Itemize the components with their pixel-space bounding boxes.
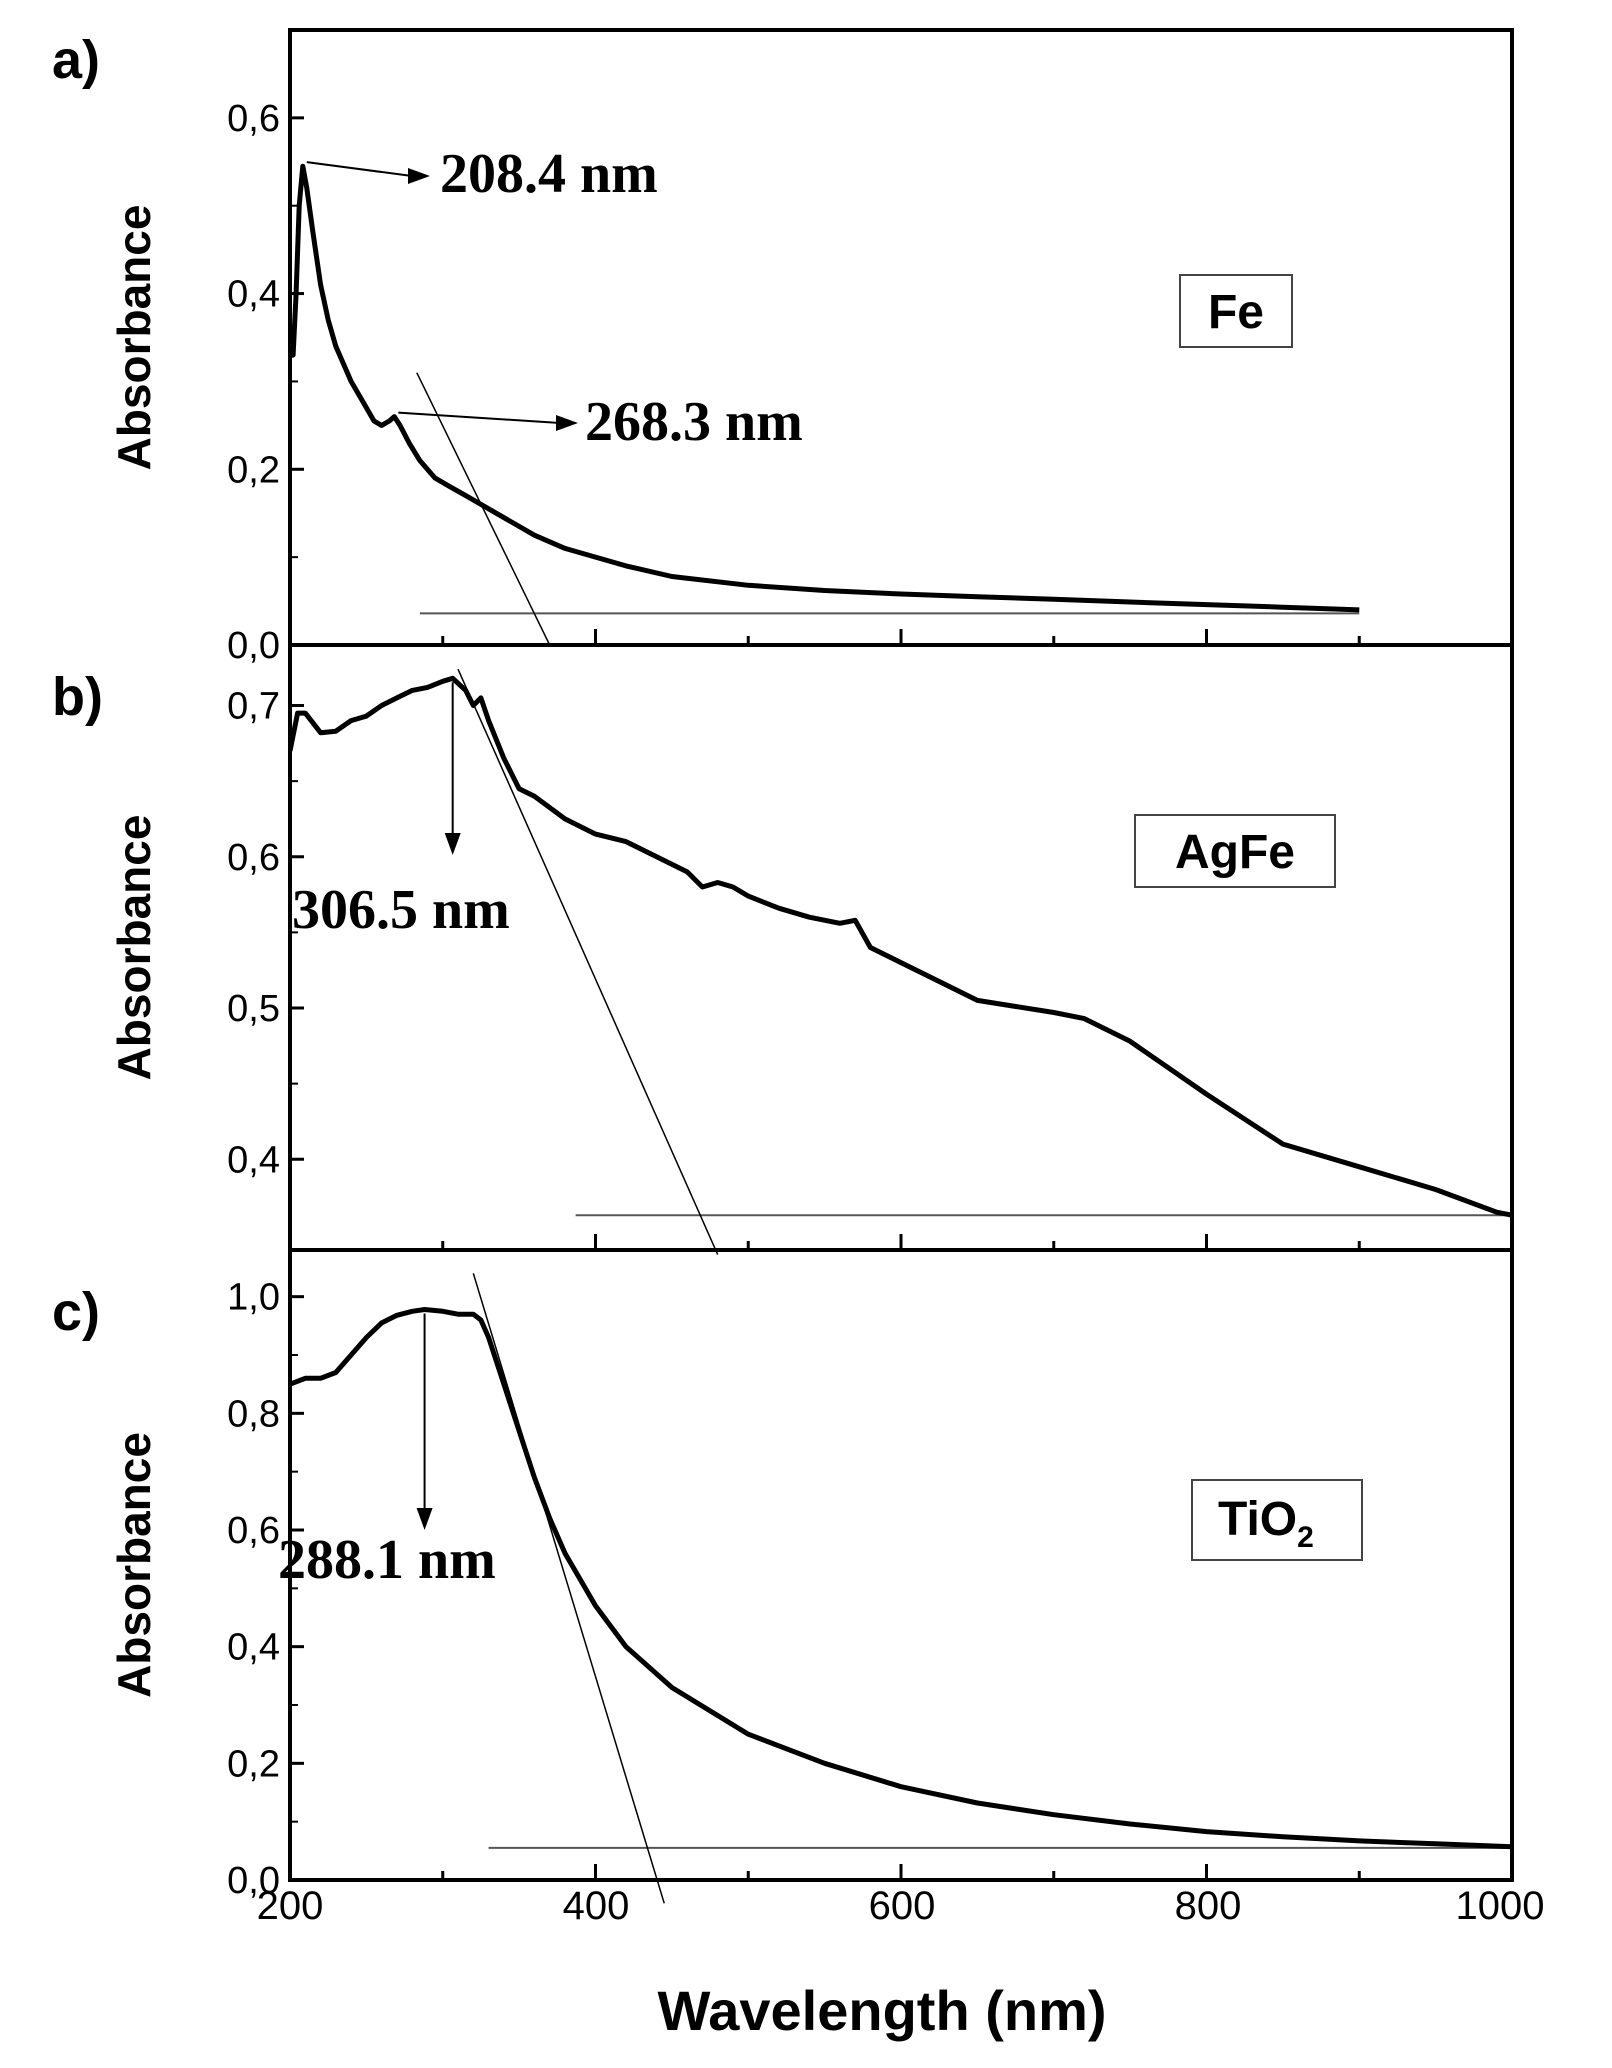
peak-arrow-head xyxy=(416,1508,433,1530)
peak-arrow xyxy=(398,411,561,424)
peak-arrow-head xyxy=(408,168,430,184)
peak-arrow xyxy=(306,161,413,177)
tangent-line xyxy=(457,668,719,1255)
y-tick-label: 0,0 xyxy=(227,625,280,667)
panel-label: c) xyxy=(52,1282,100,1342)
panel-label: a) xyxy=(52,30,100,90)
y-axis-title: Absorbance xyxy=(108,815,160,1081)
x-axis-title: Wavelength (nm) xyxy=(657,1979,1106,2042)
panel-1: 0,0 0,2 0,4 0,6 Absorbance a) 208.4 nm 268.3 nm… xyxy=(52,28,1514,667)
peak-label: 306.5 nm xyxy=(292,879,510,941)
x-tick-labels: 200 400 600 800 1000 xyxy=(257,1884,1545,1928)
peak-arrow-head xyxy=(556,415,578,431)
y-tick-label: 0,0 xyxy=(227,1860,280,1902)
y-tick-label: 0,4 xyxy=(227,1139,280,1181)
x-tick-label-200: 200 xyxy=(257,1884,324,1928)
legend-box xyxy=(1179,274,1293,348)
y-tick-label: 0,7 xyxy=(227,686,280,728)
legend-box xyxy=(1191,1479,1363,1561)
y-tick-label: 0,4 xyxy=(227,274,280,316)
series-line-fe xyxy=(290,163,1360,613)
y-tick-label: 0,8 xyxy=(227,1393,280,1435)
y-tick-label: 0,5 xyxy=(227,988,280,1030)
peak-label: 208.4 nm xyxy=(440,143,658,205)
legend-label: AgFe xyxy=(1175,826,1295,879)
series-line-agfe xyxy=(290,675,1512,1218)
panel-2: 0,4 0,5 0,6 0,7 Absorbance b) 306.5 nm AgFe xyxy=(52,643,1514,1255)
y-tick-label: 0,6 xyxy=(227,98,280,140)
tangent-line xyxy=(416,372,551,646)
y-axis-title: Absorbance xyxy=(108,1432,160,1698)
series-line-tio2 xyxy=(290,1307,1512,1850)
peak-label: 268.3 nm xyxy=(585,391,803,453)
x-tick-label-1000: 1000 xyxy=(1456,1884,1545,1928)
y-tick-label: 0,2 xyxy=(227,449,280,491)
legend-label: Fe xyxy=(1208,286,1264,339)
y-tick-label: 0,4 xyxy=(227,1627,280,1669)
y-tick-label: 0,6 xyxy=(227,837,280,879)
y-axis-title: Absorbance xyxy=(108,205,160,471)
panel-label: b) xyxy=(52,667,103,727)
x-tick-label-400: 400 xyxy=(563,1884,630,1928)
peak-label: 288.1 nm xyxy=(278,1529,496,1591)
panel-frame xyxy=(288,28,1514,647)
legend-box xyxy=(1134,814,1336,888)
x-tick-label-800: 800 xyxy=(1175,1884,1242,1928)
panels-group: 0,0 0,2 0,4 0,6 Absorbance a) 208.4 nm 268.3 nm… xyxy=(52,28,1514,1904)
tangent-line xyxy=(472,1273,665,1904)
peak-arrow-head xyxy=(444,833,461,855)
x-tick-label-600: 600 xyxy=(869,1884,936,1928)
y-tick-label: 0,6 xyxy=(227,1510,280,1552)
y-tick-label: 1,0 xyxy=(227,1277,280,1319)
legend-subscript: 2 xyxy=(1297,1521,1314,1554)
y-tick-label: 0,2 xyxy=(227,1743,280,1785)
